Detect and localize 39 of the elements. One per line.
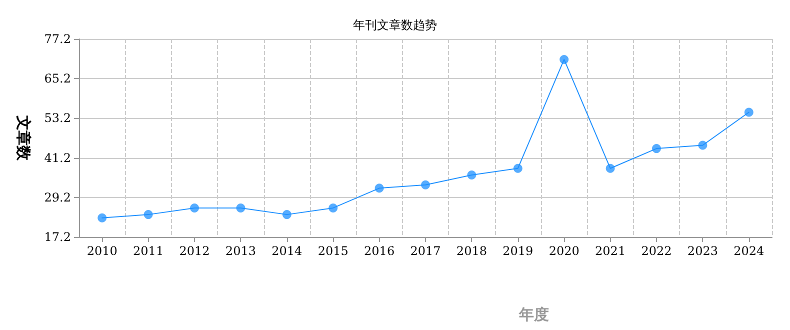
x-tick-label: 2019 (502, 244, 534, 258)
y-tick-label: 41.2 (44, 150, 71, 165)
x-tick-label: 2017 (410, 244, 441, 258)
x-tick-label: 2023 (687, 244, 718, 258)
x-tick-label: 2010 (86, 244, 118, 258)
point (606, 164, 615, 173)
x-tick-label: 2024 (734, 244, 765, 258)
y-tick-label: 77.2 (44, 32, 71, 46)
point (190, 203, 199, 212)
chart-title: 年刊文章数趋势 (353, 18, 437, 32)
point (328, 203, 338, 212)
point (513, 164, 522, 173)
y-tick-label: 53.2 (44, 111, 71, 126)
x-tick-label: 2018 (456, 244, 487, 258)
x-tick-label: 2020 (548, 244, 580, 258)
point (374, 184, 384, 193)
x-tick-label: 2013 (225, 244, 256, 258)
point (421, 180, 430, 190)
x-axis-title: 年度 (518, 306, 549, 324)
point (560, 54, 569, 64)
x-tick-label: 2015 (318, 244, 348, 258)
x-tick-label: 2014 (272, 244, 303, 258)
x-tick-label: 2011 (133, 244, 164, 258)
x-tick-label: 2021 (595, 244, 626, 258)
x-tick-label: 2012 (179, 244, 210, 258)
x-tick-label: 2022 (641, 244, 672, 258)
point (744, 108, 754, 117)
point (282, 210, 292, 220)
point (144, 210, 153, 220)
point (467, 170, 476, 180)
point (652, 144, 661, 154)
y-tick-label: 17.2 (44, 230, 71, 244)
y-tick-label: 65.2 (44, 72, 71, 86)
point (236, 203, 246, 212)
x-tick-label: 2016 (364, 244, 395, 258)
y-axis-title: 文章数 (14, 114, 32, 162)
y-tick-label: 29.2 (44, 190, 71, 204)
point (698, 140, 708, 150)
point (98, 213, 107, 222)
